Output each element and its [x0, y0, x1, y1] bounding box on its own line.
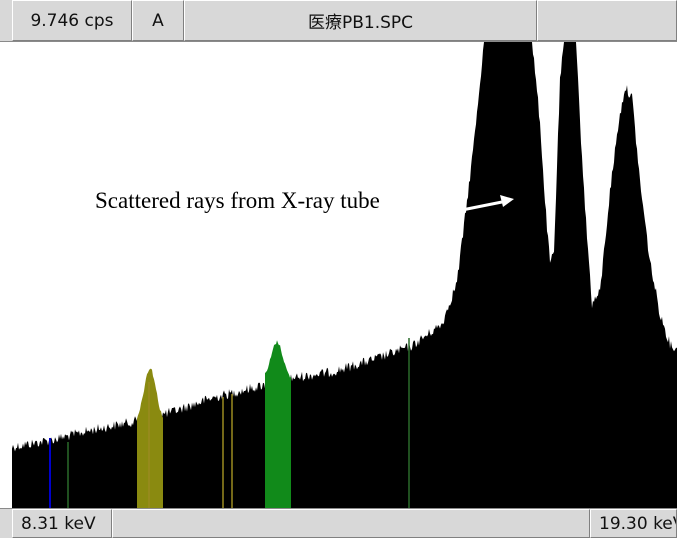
energy-start-field: 8.31 keV [12, 509, 112, 538]
mode-value: A [152, 10, 164, 31]
count-rate-value: 9.746 cps [30, 10, 114, 31]
filename-value: 医療PB1.SPC [307, 13, 414, 33]
energy-end-field: 19.30 keV [590, 509, 677, 538]
peak-region-green [265, 340, 291, 508]
top-status-bar: 9.746 cps A 医療PB1.SPC [0, 0, 677, 42]
bottom-status-bar: 8.31 keV 19.30 keV [0, 508, 677, 538]
extra-field [537, 0, 677, 41]
arrow-icon [461, 195, 514, 212]
mode-field[interactable]: A [132, 0, 184, 41]
spectrum-canvas [12, 42, 677, 508]
energy-start-value: 8.31 keV [21, 513, 96, 534]
energy-range-bar [112, 509, 590, 538]
spectrum-plot[interactable] [12, 42, 677, 508]
scattered-rays-annotation: Scattered rays from X-ray tube [95, 188, 380, 213]
spectrum-area [12, 42, 677, 508]
filename-field: 医療PB1.SPC [184, 0, 537, 41]
energy-end-value: 19.30 keV [599, 513, 677, 534]
count-rate-field: 9.746 cps [12, 0, 132, 41]
peak-region-yellow [137, 368, 163, 508]
